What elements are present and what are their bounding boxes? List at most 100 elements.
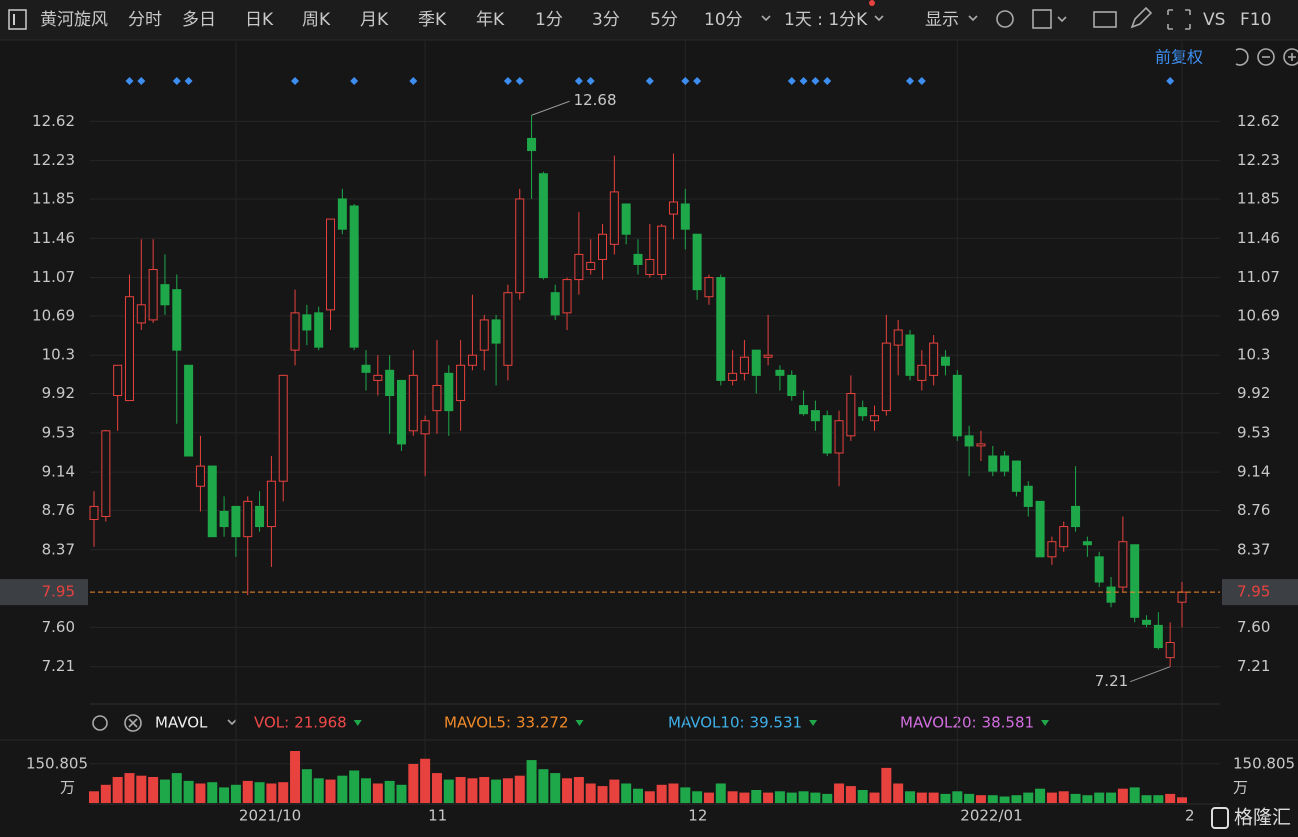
volume-bar <box>443 779 454 803</box>
candle-body <box>810 410 820 422</box>
period-tab[interactable]: 日K <box>245 10 274 30</box>
candle-body <box>952 374 962 437</box>
box-chevron[interactable] <box>1057 16 1067 23</box>
event-mark <box>125 77 134 85</box>
candle-body <box>408 374 418 432</box>
candle-body <box>148 269 158 321</box>
display[interactable]: 显示 <box>925 10 959 30</box>
logo-mark <box>1211 807 1229 829</box>
period-tab[interactable]: 3分 <box>592 10 620 30</box>
candle-body <box>550 292 560 316</box>
candle-body <box>1130 544 1140 618</box>
interval[interactable]: 1天 : 1分K <box>784 10 868 30</box>
adjust-mode[interactable]: 前复权 <box>1155 48 1203 67</box>
ind-settings-icon[interactable] <box>92 715 108 731</box>
ind-arrow <box>1041 720 1050 726</box>
volume-bar <box>313 778 324 803</box>
stock-name[interactable]: 黄河旋风 <box>40 10 108 30</box>
x-tick-label: 11 <box>428 807 447 825</box>
reset-icon[interactable] <box>1235 48 1249 66</box>
f10[interactable]: F10 <box>1240 10 1271 30</box>
last-price-label: 7.95 <box>42 583 75 601</box>
candle-body <box>893 329 903 346</box>
indicator-name[interactable]: MAVOL <box>155 714 208 732</box>
vs[interactable]: VS <box>1203 10 1225 30</box>
settings-icon[interactable] <box>996 10 1014 28</box>
toolbar-bg <box>0 0 1298 40</box>
min-label: 7.21 <box>1095 672 1128 690</box>
volume-bar <box>159 779 170 803</box>
volume-bar <box>573 776 584 803</box>
candle-body <box>574 253 584 281</box>
volume-bar <box>822 793 833 803</box>
sidebar-toggle[interactable] <box>8 9 27 30</box>
event-mark <box>409 77 418 85</box>
candle-body <box>124 296 134 402</box>
volume-bar <box>905 791 915 803</box>
fullscreen-icon[interactable] <box>1167 9 1191 30</box>
box-icon[interactable] <box>1032 9 1052 29</box>
event-mark <box>503 77 512 85</box>
candle-body <box>692 233 702 291</box>
y-tick-label-right: 9.92 <box>1237 384 1270 402</box>
volume-bar <box>727 791 738 803</box>
volume-bar <box>278 782 289 803</box>
volume-bar <box>431 773 442 803</box>
candle-body <box>1142 619 1152 625</box>
event-mark <box>917 77 926 85</box>
y-tick-label: 8.37 <box>42 540 75 558</box>
candle-body <box>1153 624 1163 649</box>
y-tick-label: 11.85 <box>32 189 75 207</box>
volume-bar <box>857 789 868 803</box>
candle-body <box>515 198 525 294</box>
pen-icon[interactable] <box>1130 6 1153 29</box>
candle-body <box>160 284 170 306</box>
volume-bar <box>550 773 561 803</box>
ind-value: 38.581 <box>982 714 1035 732</box>
zoom-out-icon[interactable] <box>1257 48 1275 66</box>
ind-close-icon[interactable] <box>124 714 142 732</box>
y-tick-label-right: 12.62 <box>1237 112 1280 130</box>
volume-bar <box>680 787 691 803</box>
chevrons[interactable] <box>761 15 978 22</box>
period-tab[interactable]: 1分 <box>535 10 563 30</box>
period-tab[interactable]: 月K <box>360 10 389 30</box>
candle-body <box>1035 500 1045 558</box>
volume-bar <box>810 792 821 803</box>
candle-body <box>609 191 619 245</box>
period-tab[interactable]: 多日 <box>182 10 216 30</box>
camera-icon[interactable] <box>1093 11 1117 28</box>
volume-bar <box>703 792 714 803</box>
candle-body <box>645 258 655 276</box>
event-mark <box>1166 77 1175 85</box>
period-tab[interactable]: 10分 <box>704 10 743 30</box>
candle-body <box>822 415 832 454</box>
volume-bar <box>1023 792 1034 803</box>
period-tab[interactable]: 分时 <box>128 10 162 30</box>
event-mark <box>799 77 808 85</box>
candle-body <box>905 334 915 376</box>
x-tick-label: 2022/01 <box>960 807 1022 825</box>
volume-bar <box>692 791 703 803</box>
period-tab[interactable]: 季K <box>418 10 447 30</box>
candle-body <box>255 505 265 528</box>
volume-bar <box>739 792 750 803</box>
volume-bar <box>656 784 667 803</box>
x-tick-label: 2021/10 <box>239 807 301 825</box>
period-tab[interactable]: 5分 <box>650 10 678 30</box>
last-price-box <box>0 579 88 606</box>
ind-chevron[interactable] <box>227 719 237 726</box>
period-tab[interactable]: 年K <box>476 10 505 30</box>
candle-body <box>396 379 406 445</box>
candle-body <box>787 374 797 397</box>
watermark: 格隆汇 <box>1234 807 1291 829</box>
y-tick-label: 8.76 <box>42 501 75 519</box>
volume-bar <box>112 776 123 803</box>
period-tab[interactable]: 周K <box>302 10 331 30</box>
candle-body <box>290 312 300 351</box>
candle-body <box>385 369 395 397</box>
ind-value: 21.968 <box>294 714 347 732</box>
candle-body <box>668 201 678 215</box>
y-tick-label-right: 7.60 <box>1237 618 1270 636</box>
zoom-in-icon[interactable] <box>1283 48 1298 66</box>
